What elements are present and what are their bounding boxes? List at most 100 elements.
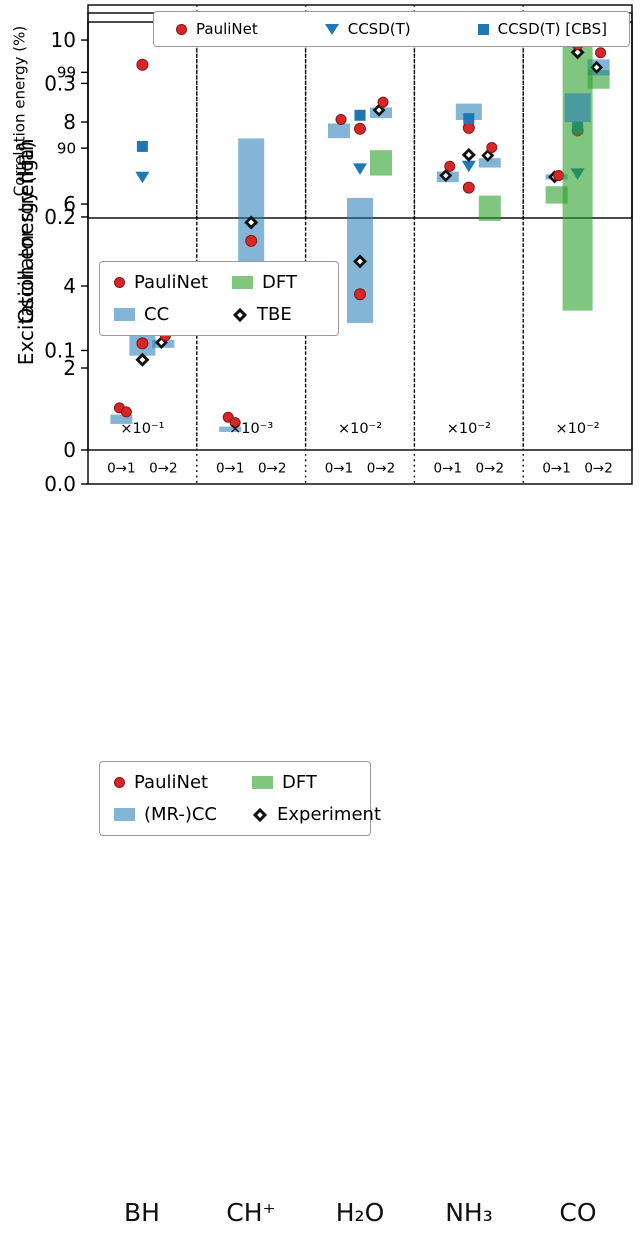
legend-entry-paulinet: PauliNet: [176, 20, 258, 38]
cc-bar: [110, 414, 133, 424]
legend-entry-tbe: TBE: [232, 304, 324, 325]
legend-label: CC: [144, 304, 170, 325]
ccsdt-cbs-point: [354, 109, 366, 121]
oscillator-y-axis-label: Oscillator strength: [14, 139, 38, 324]
legend-entry-ccsdt-cbs: CCSD(T) [CBS]: [477, 20, 607, 38]
y-tick-label: 0.0: [44, 472, 76, 496]
ccsdt-cbs-point: [136, 140, 148, 152]
transition-label: 0→2: [367, 461, 396, 477]
legend-entry-dft: DFT: [252, 772, 381, 793]
diamond-point-center: [465, 151, 472, 158]
x-label-bh: BH: [124, 1198, 160, 1227]
legend-entry-paulinet: PauliNet: [114, 772, 252, 793]
paulinet-point: [486, 142, 498, 154]
y-tick-label: 2: [63, 356, 76, 380]
paulinet-point: [245, 234, 258, 247]
transition-label: 0→2: [476, 461, 505, 477]
diamond-point-center: [443, 172, 449, 179]
legend-label: CCSD(T): [347, 20, 411, 38]
legend-label: DFT: [282, 772, 317, 793]
cc-bar: [219, 426, 242, 432]
mrcc-bar: [564, 93, 591, 123]
paulinet-point: [136, 58, 149, 71]
oscillator-strength-plot: Oscillator strength 0 2 4 6 8 10 ×10⁻¹ ×10⁻³ ×10…: [14, 12, 633, 462]
y-tick-label: 0.3: [44, 71, 76, 95]
legend-entry-ccsdt: CCSD(T): [324, 20, 411, 38]
transition-label: 0→1: [107, 461, 136, 477]
square-marker-icon: [477, 23, 489, 35]
legend-label: TBE: [257, 304, 292, 325]
legend-label: PauliNet: [196, 20, 258, 38]
diamond-point-center: [574, 49, 581, 56]
paulinet-point: [444, 160, 456, 172]
diamond-point-center: [357, 258, 363, 265]
excitation-energy-plot: Excitation energy (Ha) 0.0 0.1 0.2 0.3 0→1 0→…: [14, 21, 633, 496]
y-tick-label: 10: [51, 28, 76, 52]
diamond-point-center: [376, 107, 382, 113]
scale-label: ×10⁻²: [447, 421, 491, 437]
cc-bar: [328, 123, 350, 139]
y-tick-label: 0: [63, 438, 76, 462]
x-label-nh3: NH₃: [445, 1198, 493, 1227]
paulinet-point: [354, 122, 366, 135]
y-tick-label: 90: [57, 139, 76, 157]
experiment-diamond-icon: [252, 807, 268, 822]
paulinet-point: [462, 181, 475, 194]
y-tick-label: 6: [63, 192, 76, 216]
dft-bar: [478, 195, 501, 221]
paulinet-point: [120, 406, 132, 418]
legend-oscillator-panel: PauliNet DFT (MR-)CC Experiment: [99, 761, 381, 836]
diamond-point-center: [139, 356, 146, 363]
y-tick-label: 8: [63, 110, 76, 134]
correlation-y-axis-label: Correlation energy (%): [10, 26, 28, 196]
legend-excitation-panel: PauliNet DFT CC TBE: [99, 261, 339, 336]
scale-label: ×10⁻²: [556, 421, 600, 437]
diamond-point-center: [485, 152, 491, 159]
scale-label: ×10⁻²: [338, 421, 382, 437]
paulinet-point: [335, 113, 347, 125]
legend-label: (MR-)CC: [144, 804, 217, 825]
paulinet-point: [229, 417, 241, 429]
y-tick-label: 4: [63, 274, 76, 298]
cc-bar: [478, 158, 501, 168]
dft-bar-icon: [232, 276, 253, 289]
y-tick-label: 99: [57, 64, 76, 82]
triangle-down-marker-icon: [324, 23, 339, 35]
diamond-point-center: [593, 64, 600, 71]
mrcc-bar-icon: [114, 808, 135, 821]
legend-entry-mrcc: (MR-)CC: [114, 804, 252, 825]
tbe-diamond-icon: [232, 307, 248, 322]
transition-label: 0→1: [542, 461, 571, 477]
excitation-y-axis-label: Excitation energy (Ha): [14, 141, 38, 365]
transition-label: 0→1: [434, 461, 463, 477]
legend-label: DFT: [262, 272, 297, 293]
paulinet-point: [595, 47, 607, 59]
cc-bar-icon: [114, 308, 135, 321]
x-label-ch: CH⁺: [226, 1198, 276, 1227]
paulinet-point: [136, 337, 149, 350]
legend-label: Experiment: [277, 804, 382, 825]
paulinet-marker-icon: [114, 277, 125, 288]
paulinet-point: [354, 288, 366, 301]
legend-entry-cc: CC: [114, 304, 232, 325]
legend-label: PauliNet: [134, 772, 209, 793]
transition-label: 0→2: [149, 461, 178, 477]
ccsdt-point: [353, 163, 367, 175]
ccsdt-point: [135, 171, 150, 184]
legend-entry-experiment: Experiment: [252, 804, 381, 825]
legend-label: CCSD(T) [CBS]: [497, 20, 607, 38]
dft-bar: [562, 33, 593, 311]
ccsdt-point: [461, 160, 476, 173]
dft-bar-icon: [252, 776, 273, 789]
x-label-co: CO: [559, 1198, 597, 1227]
mrcc-bar: [455, 103, 482, 120]
y-tick-label: 0.2: [44, 205, 76, 229]
scale-label: ×10⁻¹: [120, 421, 164, 437]
dft-bar: [545, 186, 568, 204]
y-tick-label: 0.1: [44, 338, 76, 362]
scale-label: ×10⁻³: [229, 421, 273, 437]
diamond-point-center: [158, 339, 165, 346]
x-label-h2o: H₂O: [335, 1198, 385, 1227]
legend-label: PauliNet: [134, 272, 209, 293]
